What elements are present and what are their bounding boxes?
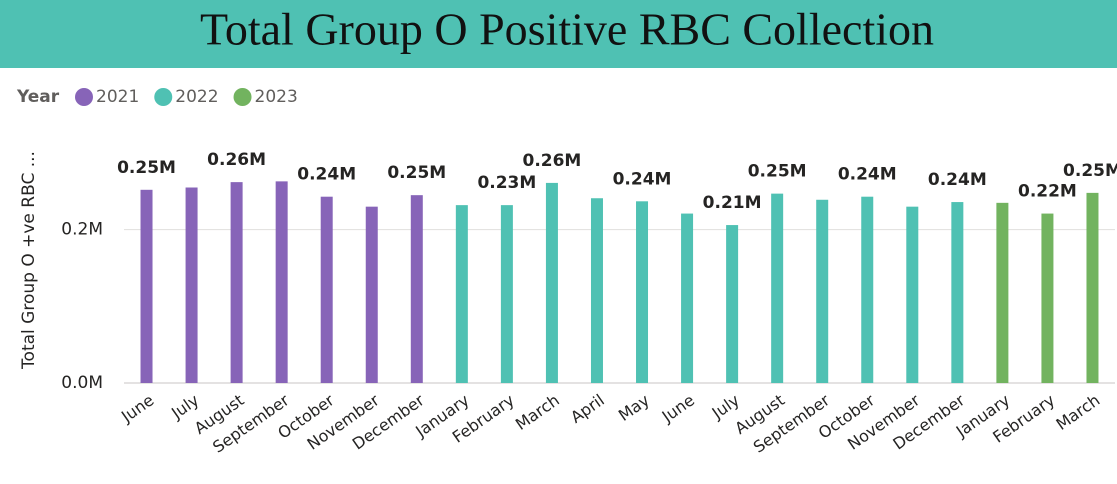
data-label: 0.26M xyxy=(522,151,581,171)
bar xyxy=(455,205,468,383)
bar xyxy=(951,202,964,383)
bar xyxy=(771,193,784,383)
bar xyxy=(861,196,874,383)
legend-item: 2022 xyxy=(175,87,218,107)
data-label: 0.25M xyxy=(387,163,446,183)
data-label: 0.24M xyxy=(838,165,897,185)
data-label: 0.24M xyxy=(613,169,672,189)
legend-item: 2023 xyxy=(255,87,298,107)
bar xyxy=(545,182,558,383)
data-label: 0.26M xyxy=(207,150,266,170)
legend-swatch xyxy=(75,88,93,106)
bar xyxy=(320,196,333,383)
legend-swatch xyxy=(154,88,173,106)
bar xyxy=(681,213,694,383)
bar xyxy=(230,182,243,383)
x-tick-label: March xyxy=(1052,390,1103,434)
bar xyxy=(996,202,1009,383)
bar xyxy=(1041,213,1054,383)
bar xyxy=(906,206,919,383)
data-label: 0.25M xyxy=(1063,161,1117,181)
bar xyxy=(500,205,513,383)
bar xyxy=(636,201,649,383)
data-label: 0.24M xyxy=(297,165,356,185)
bar xyxy=(365,206,378,383)
x-tick-label: June xyxy=(117,390,157,426)
chart-title: Total Group O Positive RBC Collection xyxy=(200,4,934,55)
y-tick-label: 0.2M xyxy=(61,220,103,240)
data-label: 0.22M xyxy=(1018,182,1077,202)
bar xyxy=(726,225,739,383)
data-label: 0.23M xyxy=(477,173,536,193)
x-tick-label: June xyxy=(658,390,698,426)
bar xyxy=(590,198,603,383)
legend-title: Year xyxy=(16,87,60,107)
legend-swatch xyxy=(233,88,252,106)
bar xyxy=(275,181,288,383)
x-tick-label: May xyxy=(615,390,653,425)
data-label: 0.25M xyxy=(748,162,807,182)
data-label: 0.24M xyxy=(928,170,987,190)
title-banner xyxy=(0,0,1117,68)
bar xyxy=(185,187,198,383)
legend-item: 2021 xyxy=(96,87,139,107)
x-tick-label: April xyxy=(567,390,608,427)
data-label: 0.21M xyxy=(703,193,762,213)
y-tick-label: 0.0M xyxy=(61,373,103,393)
bar xyxy=(1086,192,1099,383)
bar xyxy=(816,199,829,383)
data-label: 0.25M xyxy=(117,158,176,178)
x-tick-label: March xyxy=(512,390,563,434)
bar xyxy=(140,189,153,383)
y-axis-title: Total Group O +ve RBC ... xyxy=(19,151,39,370)
bar xyxy=(410,195,423,383)
